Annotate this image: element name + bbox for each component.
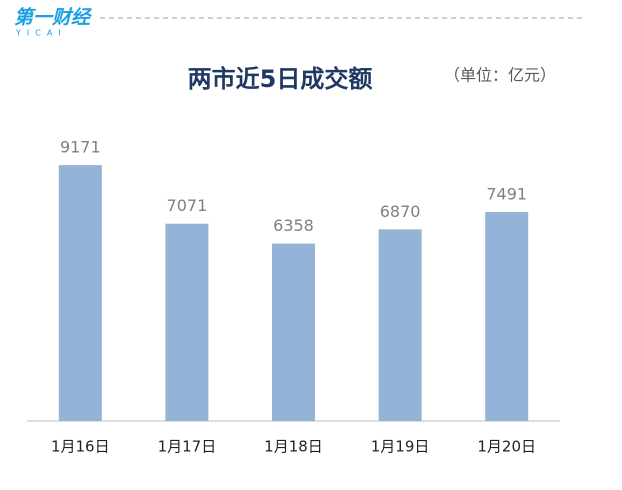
x-tick-label: 1月17日	[158, 438, 217, 456]
data-label: 7071	[167, 196, 208, 215]
bar	[272, 243, 315, 421]
bar	[378, 229, 422, 421]
bar	[485, 212, 529, 421]
chart-subtitle: （单位：亿元）	[444, 66, 556, 85]
bar	[58, 165, 102, 421]
chart-title: 两市近5日成交额	[188, 65, 373, 93]
x-tick-label: 1月20日	[477, 438, 536, 456]
logo: 第一财经	[14, 7, 93, 29]
data-label: 9171	[60, 138, 101, 157]
bar	[165, 223, 209, 421]
data-label: 6870	[380, 202, 421, 221]
logo-sub: YICAI	[15, 29, 67, 38]
data-label: 7491	[486, 185, 527, 204]
data-label: 6358	[273, 216, 314, 235]
x-tick-label: 1月16日	[51, 438, 110, 456]
x-tick-label: 1月19日	[371, 438, 430, 456]
x-tick-label: 1月18日	[264, 438, 323, 456]
